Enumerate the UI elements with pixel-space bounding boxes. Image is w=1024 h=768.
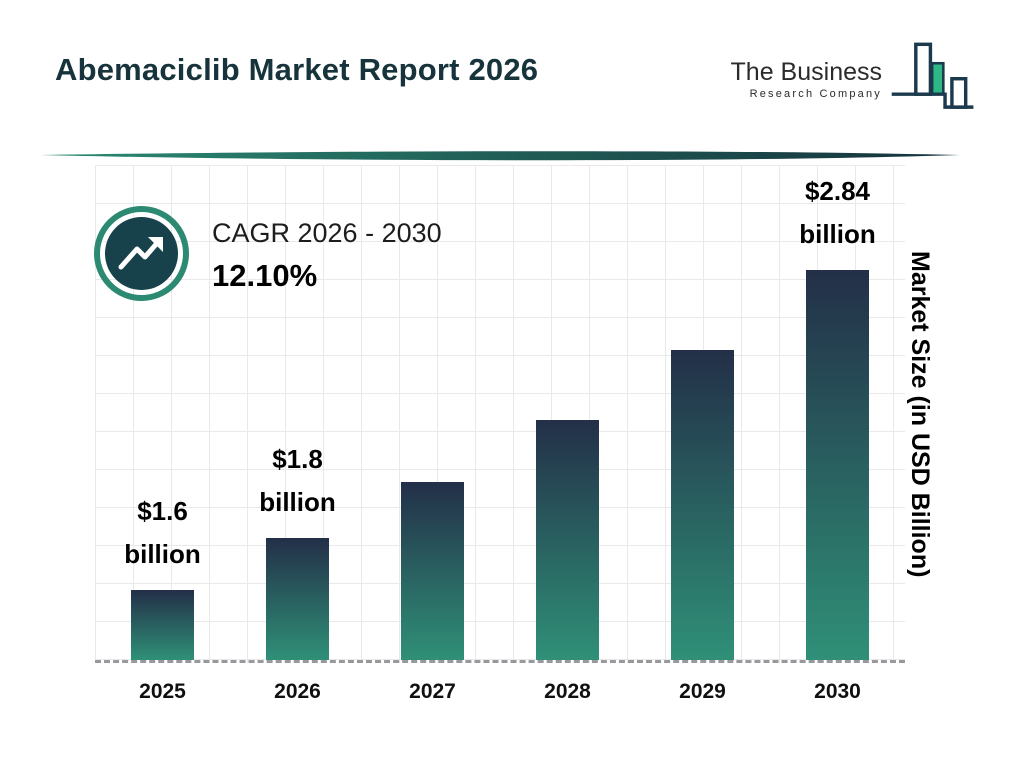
chart-plot-area: $1.6 billion $1.8 billion $2.84 billion [95, 165, 905, 663]
logo-line1: The Business [730, 57, 882, 86]
bar-value-label: $1.6 billion [124, 496, 201, 570]
bar [536, 420, 599, 660]
cagr-label: CAGR 2026 - 2030 [212, 218, 442, 248]
cagr-text: CAGR 2026 - 2030 12.10% [212, 218, 442, 294]
bar [266, 538, 329, 660]
x-axis-tick-label: 2027 [409, 680, 456, 703]
bar [131, 590, 194, 660]
trend-up-icon [93, 205, 190, 307]
cagr-value: 12.10% [212, 258, 318, 293]
company-logo: The Business Research Company [731, 40, 976, 119]
y-axis-label: Market Size (in USD Billion) [906, 250, 934, 578]
bar-value-label: $1.8 billion [259, 444, 336, 518]
bar-value-label: $2.84 billion [799, 176, 876, 250]
bar-column [635, 350, 770, 660]
bar-column: $1.8 billion [230, 438, 365, 660]
bar-column: $1.6 billion [95, 490, 230, 660]
bar [671, 350, 734, 660]
x-axis-tick-label: 2026 [274, 680, 321, 703]
bar-column: $2.84 billion [770, 170, 905, 660]
x-axis-tick-label: 2029 [679, 680, 726, 703]
bar-column [365, 482, 500, 660]
bar [401, 482, 464, 660]
bar-column [500, 420, 635, 660]
bar [806, 270, 869, 660]
x-axis-tick-row: 2025 2026 2027 2028 2029 2030 [95, 680, 905, 704]
x-axis-tick-label: 2025 [139, 680, 186, 703]
x-axis-tick-label: 2028 [544, 680, 591, 703]
bars-row: $1.6 billion $1.8 billion $2.84 billion [95, 165, 905, 660]
bar-chart-logo-icon [890, 40, 976, 119]
x-axis-tick-label: 2030 [814, 680, 861, 703]
company-logo-text: The Business Research Company [730, 57, 882, 101]
logo-line2: Research Company [749, 88, 882, 101]
page-title: Abemaciclib Market Report 2026 [55, 52, 539, 87]
header-divider [40, 150, 960, 164]
cagr-badge: CAGR 2026 - 2030 12.10% [93, 205, 442, 307]
